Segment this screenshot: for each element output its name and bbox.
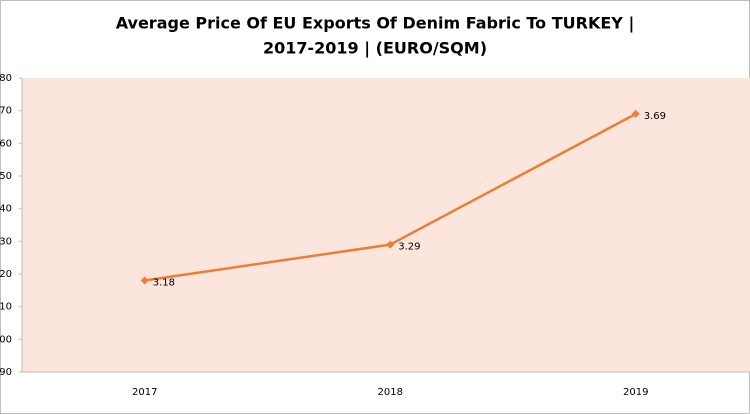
y-tick-label: 2.90 — [0, 367, 12, 378]
y-tick-label: 3.30 — [0, 236, 12, 247]
y-tick-label: 3.50 — [0, 171, 12, 182]
chart-title: 2017-2019 | (EURO/SQM) — [263, 39, 487, 59]
x-tick-label: 2018 — [378, 387, 403, 398]
x-tick-label: 2019 — [623, 387, 648, 398]
data-label: 3.29 — [398, 242, 420, 253]
y-tick-label: 3.10 — [0, 302, 12, 313]
y-tick-label: 3.00 — [0, 334, 12, 345]
data-label: 3.69 — [644, 111, 666, 122]
plot-area — [22, 78, 750, 372]
y-tick-label: 3.70 — [0, 106, 12, 117]
marker — [386, 240, 395, 249]
x-tick-label: 2017 — [132, 387, 157, 398]
marker — [631, 109, 640, 118]
chart-title: Average Price Of EU Exports Of Denim Fab… — [116, 14, 635, 34]
data-label: 3.18 — [153, 278, 175, 289]
y-tick-label: 3.20 — [0, 269, 12, 280]
y-tick-label: 3.60 — [0, 138, 12, 149]
y-tick-label: 3.80 — [0, 73, 12, 84]
marker — [140, 276, 149, 285]
y-tick-label: 3.40 — [0, 204, 12, 215]
